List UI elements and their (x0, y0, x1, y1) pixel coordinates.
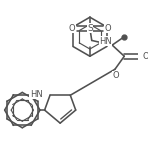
Text: HN: HN (30, 90, 43, 99)
Text: O: O (69, 24, 75, 33)
Text: S: S (87, 24, 93, 33)
Text: O: O (113, 71, 119, 80)
Text: O: O (142, 52, 148, 61)
Text: O: O (104, 24, 111, 33)
Text: HN: HN (99, 37, 112, 46)
